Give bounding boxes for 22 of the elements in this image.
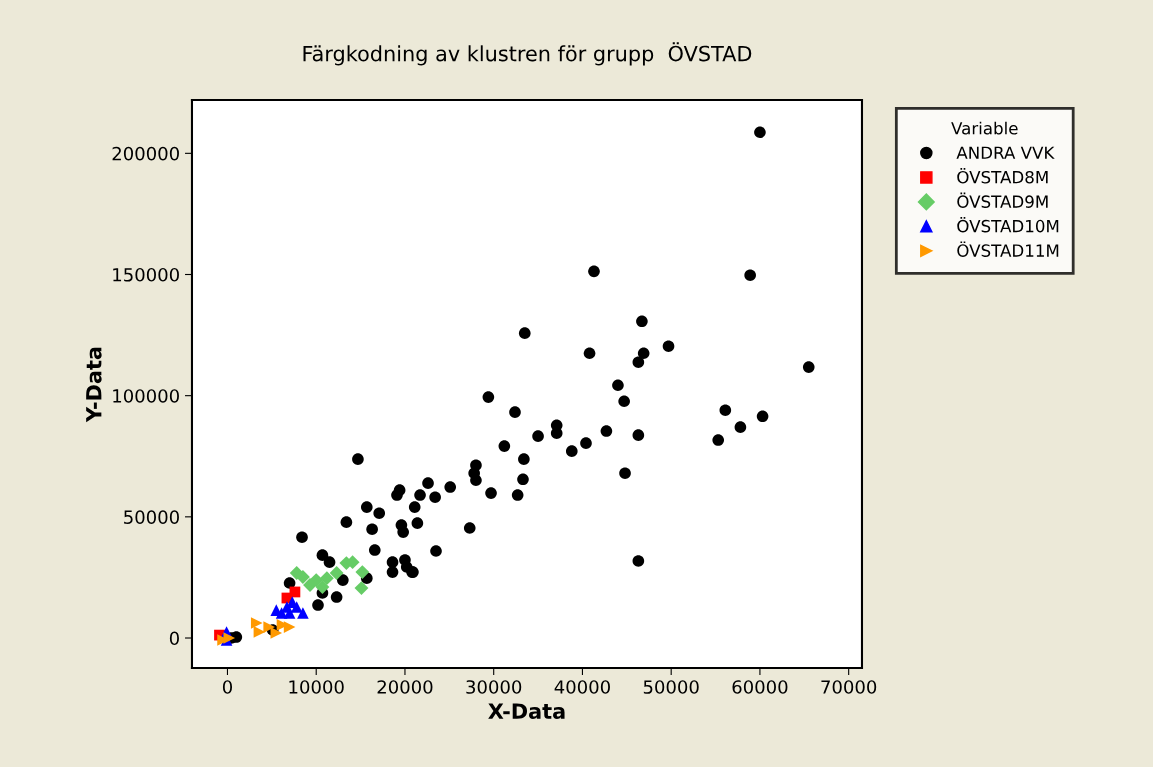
- x-tick-label: 60000: [732, 680, 788, 694]
- x-tick-label: 30000: [466, 680, 522, 694]
- y-axis-title: Y-Data: [86, 347, 102, 423]
- y-tick-label: 200000: [112, 146, 179, 161]
- y-tick-label: 100000: [113, 389, 179, 403]
- legend-label: ÖVSTAD8M: [957, 168, 1048, 184]
- x-tick-label: 10000: [289, 680, 344, 694]
- x-tick-label: 40000: [554, 680, 610, 694]
- legend-label: ÖVSTAD11M: [957, 241, 1059, 257]
- x-axis-title: X-Data: [488, 703, 565, 720]
- x-tick-label: 50000: [643, 680, 699, 694]
- legend-title: Variable: [951, 121, 1018, 135]
- legend-label: ÖVSTAD10M: [957, 217, 1059, 233]
- chart-title: Färgkodning av klustren för grupp ÖVSTAD: [303, 42, 752, 66]
- x-tick-label: 20000: [377, 680, 433, 694]
- y-tick-label: 50000: [124, 510, 179, 524]
- y-tick-label: 150000: [113, 267, 179, 282]
- legend-label: ANDRA VVK: [956, 146, 1055, 159]
- x-tick-label: 70000: [821, 680, 877, 694]
- y-tick-label: 0: [169, 631, 179, 646]
- legend-label: ÖVSTAD9M: [957, 192, 1048, 208]
- x-tick-label: 0: [222, 680, 233, 694]
